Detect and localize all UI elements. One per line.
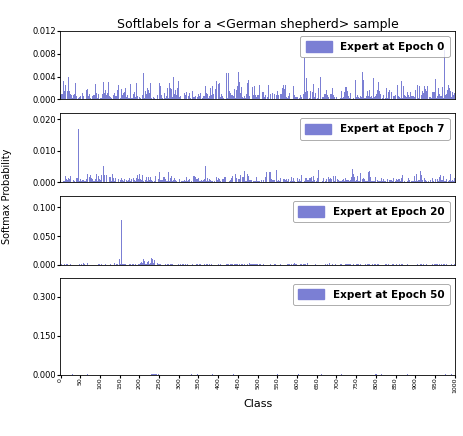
- X-axis label: Class: Class: [242, 399, 272, 409]
- Text: Softmax Probability: Softmax Probability: [2, 149, 13, 244]
- Legend: Expert at Epoch 20: Expert at Epoch 20: [293, 201, 449, 222]
- Legend: Expert at Epoch 0: Expert at Epoch 0: [300, 36, 449, 57]
- Legend: Expert at Epoch 7: Expert at Epoch 7: [300, 118, 449, 140]
- Legend: Expert at Epoch 50: Expert at Epoch 50: [293, 283, 449, 305]
- Title: Softlabels for a <German shepherd> sample: Softlabels for a <German shepherd> sampl…: [116, 17, 398, 31]
